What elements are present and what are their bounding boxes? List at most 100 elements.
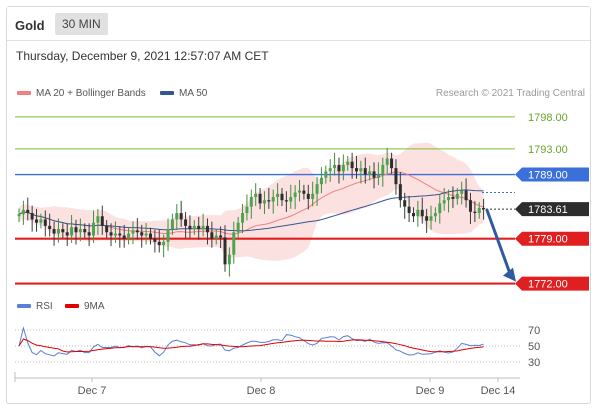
candle-body <box>284 200 288 202</box>
chart-header: Gold 30 MIN <box>7 7 590 41</box>
candle-body <box>105 225 109 233</box>
candle-body <box>179 213 183 220</box>
candle-body <box>451 197 455 199</box>
candle-body <box>460 190 464 194</box>
candle-body <box>359 168 363 172</box>
candle-body <box>170 219 174 230</box>
candle-body <box>385 158 389 165</box>
candle-body <box>455 193 459 199</box>
candle-body <box>249 197 253 207</box>
candle-body <box>311 193 315 199</box>
candle-body <box>482 207 486 210</box>
candle-body <box>390 158 394 169</box>
candle-body <box>113 233 117 236</box>
candle-body <box>17 214 21 217</box>
candle-body <box>219 235 223 238</box>
candle-body <box>350 161 354 169</box>
candle-body <box>368 171 372 175</box>
candle-body <box>175 213 179 220</box>
candle-body <box>148 233 152 239</box>
candle-body <box>416 209 420 217</box>
level-label-1: 1793.00 <box>528 144 568 156</box>
candle-body <box>184 219 188 226</box>
rsi-level-label: 30 <box>528 357 540 369</box>
level-label-0: 1798.00 <box>528 112 568 124</box>
candle-body <box>315 184 319 194</box>
rsi-level-label: 50 <box>528 341 540 353</box>
level-label-2: 1789.00 <box>528 170 568 182</box>
candle-body <box>87 232 91 236</box>
candle-body <box>188 225 192 230</box>
candle-body <box>473 211 477 214</box>
candle-body <box>438 203 442 214</box>
candle-body <box>403 200 407 207</box>
candle-body <box>411 213 415 217</box>
legend-label-rsi: RSI <box>36 301 53 312</box>
rsi-9ma-line <box>18 338 484 353</box>
legend-item-ma20: MA 20 + Bollinger Bands <box>17 88 146 99</box>
ma20-swatch-icon <box>17 91 31 96</box>
candle-body <box>70 227 74 236</box>
candle-body <box>157 241 161 246</box>
candle-body <box>254 193 258 197</box>
candle-body <box>276 193 280 197</box>
candle-body <box>337 164 341 172</box>
candle-body <box>241 213 245 223</box>
candle-body <box>468 200 472 212</box>
candle-body <box>319 177 323 185</box>
candle-body <box>477 207 481 214</box>
legend-label-ma20: MA 20 + Bollinger Bands <box>36 88 146 99</box>
candle-body <box>258 193 262 204</box>
level-label-5: 1772.00 <box>528 279 568 291</box>
chart-datetime: Thursday, December 9, 2021 12:57:07 AM C… <box>16 49 269 63</box>
candle-body <box>262 200 266 204</box>
candle-body <box>355 168 359 172</box>
x-tick-label: Dec 9 <box>416 385 445 397</box>
candle-body <box>298 190 302 193</box>
level-label-4: 1779.00 <box>528 234 568 246</box>
x-tick-label: Dec 7 <box>78 385 107 397</box>
legend-item-ma50: MA 50 <box>160 88 207 99</box>
candle-body <box>153 238 157 242</box>
candle-body <box>425 216 429 221</box>
candle-body <box>100 216 104 226</box>
candle-body <box>127 233 131 239</box>
candle-body <box>201 225 205 230</box>
candle-body <box>306 193 310 199</box>
candle-body <box>381 164 385 175</box>
candle-body <box>442 200 446 204</box>
candle-body <box>324 171 328 178</box>
candle-body <box>293 192 297 197</box>
x-tick-label: Dec 14 <box>481 385 516 397</box>
legend-item-9ma: 9MA <box>65 301 105 312</box>
level-tag-4 <box>515 231 589 246</box>
candle-body <box>464 190 468 201</box>
candle-body <box>289 197 293 202</box>
instrument-title: Gold <box>15 18 45 33</box>
candle-body <box>398 184 402 201</box>
ma50-swatch-icon <box>160 91 174 96</box>
candle-body <box>346 161 350 165</box>
candle-body <box>245 206 249 214</box>
research-credit: Research © 2021 Trading Central <box>435 88 585 99</box>
timeframe-badge[interactable]: 30 MIN <box>55 13 108 35</box>
legend-label-ma50: MA 50 <box>179 88 208 99</box>
candle-body <box>35 219 39 223</box>
candle-body <box>144 233 148 236</box>
candle-body <box>96 216 100 223</box>
candle-body <box>267 200 271 202</box>
rsi-swatch-icon <box>17 304 31 309</box>
candle-body <box>192 225 196 230</box>
candle-body <box>48 225 52 230</box>
candle-body <box>21 209 25 215</box>
candle-body <box>447 197 451 201</box>
candle-body <box>109 232 113 236</box>
level-label-3: 1783.61 <box>528 204 568 216</box>
candle-body <box>118 233 122 236</box>
candle-body <box>74 227 78 233</box>
candle-body <box>280 193 284 201</box>
candle-body <box>232 232 236 255</box>
candle-body <box>61 229 65 233</box>
level-tag-2 <box>515 167 589 182</box>
